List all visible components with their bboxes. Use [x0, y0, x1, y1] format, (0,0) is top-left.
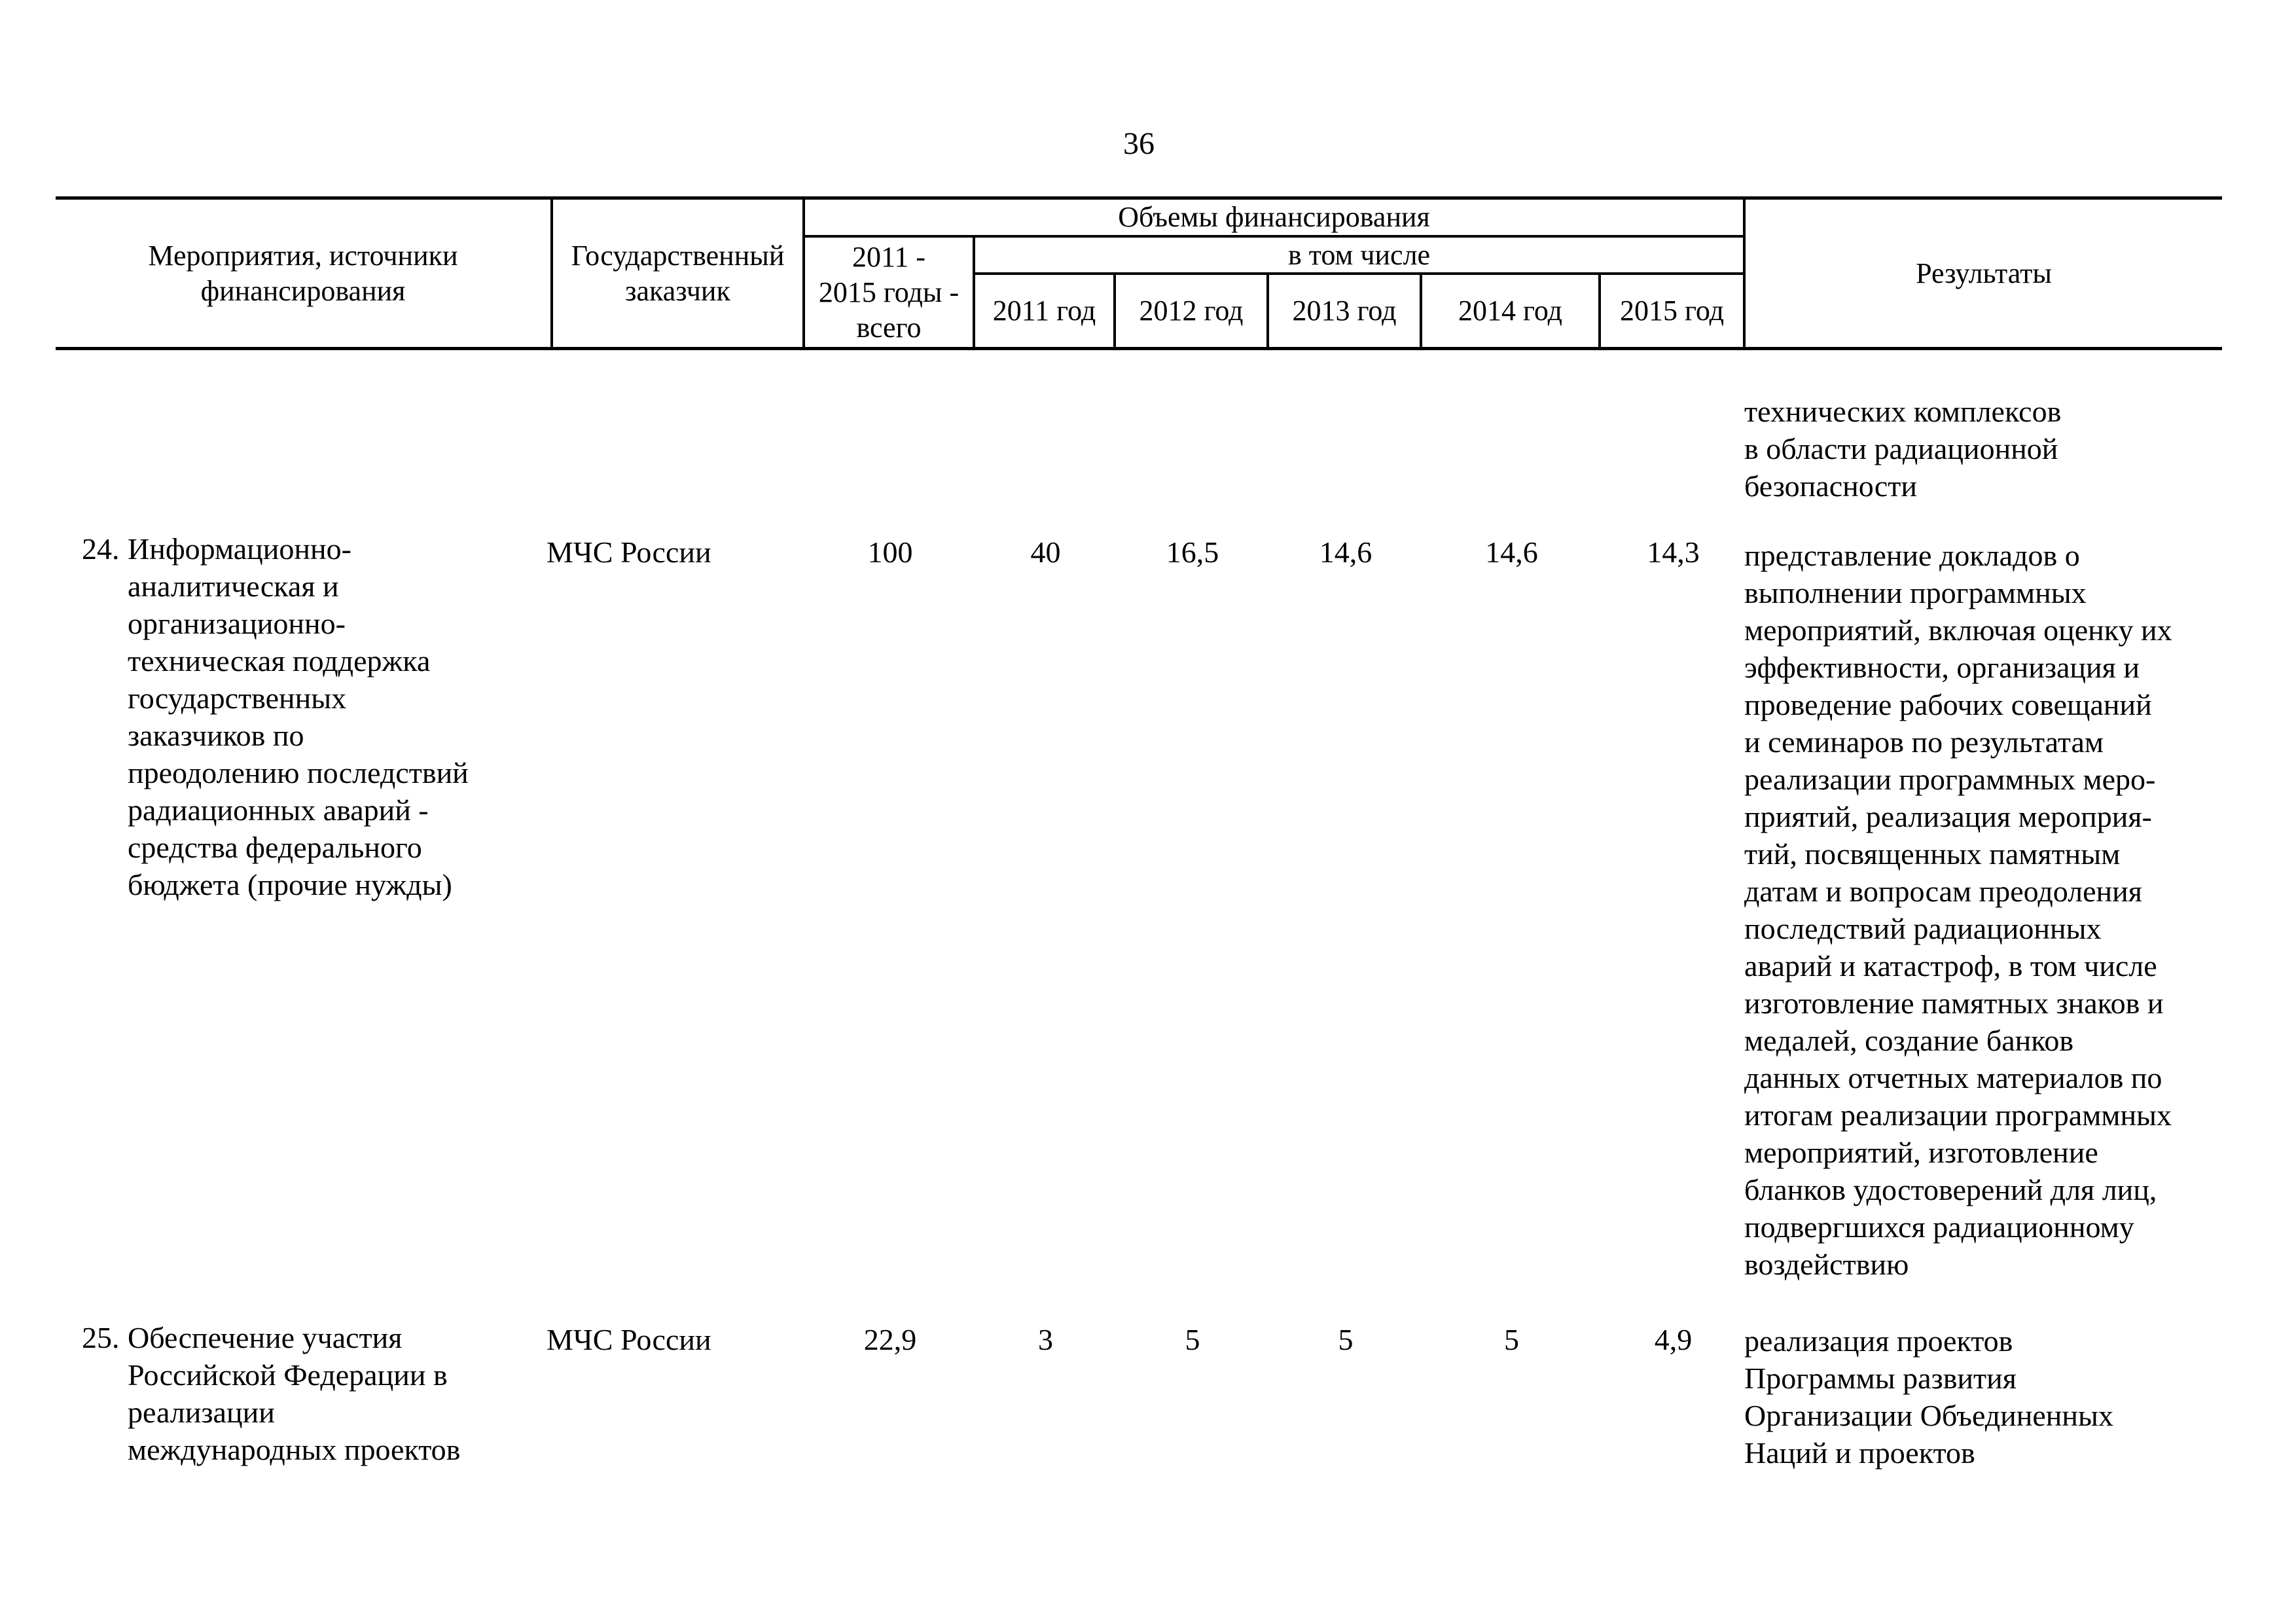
row24-number: 24.: [82, 532, 120, 566]
row24-customer: МЧС России: [547, 535, 711, 569]
row25-amount-2013: 5: [1338, 1323, 1354, 1356]
header-cell-total-2011-2015: 2011 - 2015 годы - всего: [805, 238, 975, 347]
row25-total-amount: 22,9: [863, 1323, 917, 1356]
row24-amount-2015: 14,3: [1647, 535, 1700, 569]
header-cell-year-2014: 2014 год: [1422, 275, 1601, 347]
continuation-results-text: технических комплексов в области радиаци…: [1744, 395, 2062, 503]
row24-results-text: представление докладов о выполнении прог…: [1744, 539, 2172, 1281]
header-cell-year-2012: 2012 год: [1116, 275, 1269, 347]
header-cell-including: в том числе: [975, 238, 1746, 275]
header-cell-funding-volumes: Объемы финансирования: [805, 200, 1746, 238]
row24-amount-2013: 14,6: [1319, 535, 1372, 569]
row24-amount-2014: 14,6: [1485, 535, 1538, 569]
row24-total-amount: 100: [867, 535, 913, 569]
row25-amount-2011: 3: [1038, 1323, 1053, 1356]
header-cell-year-2015: 2015 год: [1601, 275, 1746, 347]
row24-activity-text: Информационно- аналитическая и организац…: [128, 532, 469, 901]
header-cell-results: Результаты: [1916, 257, 2052, 289]
row25-results-text: реализация проектов Программы развития О…: [1744, 1324, 2113, 1470]
row25-amount-2012: 5: [1185, 1323, 1200, 1356]
row25-amount-2014: 5: [1504, 1323, 1519, 1356]
row25-number: 25.: [82, 1321, 120, 1354]
header-cell-year-2011: 2011 год: [975, 275, 1116, 347]
row24-amount-2011: 40: [1030, 535, 1061, 569]
row25-customer: МЧС России: [547, 1323, 711, 1356]
row24-amount-2012: 16,5: [1166, 535, 1219, 569]
row25-amount-2015: 4,9: [1654, 1323, 1693, 1356]
page-number: 36: [1123, 126, 1155, 161]
header-cell-activities: Мероприятия, источники финансирования: [56, 200, 553, 347]
row25-activity-text: Обеспечение участия Российской Федерации…: [128, 1321, 461, 1466]
header-cell-customer: Государственный заказчик: [553, 200, 805, 347]
header-cell-year-2013: 2013 год: [1269, 275, 1422, 347]
table-header: Мероприятия, источники финансирования Го…: [56, 196, 2222, 350]
